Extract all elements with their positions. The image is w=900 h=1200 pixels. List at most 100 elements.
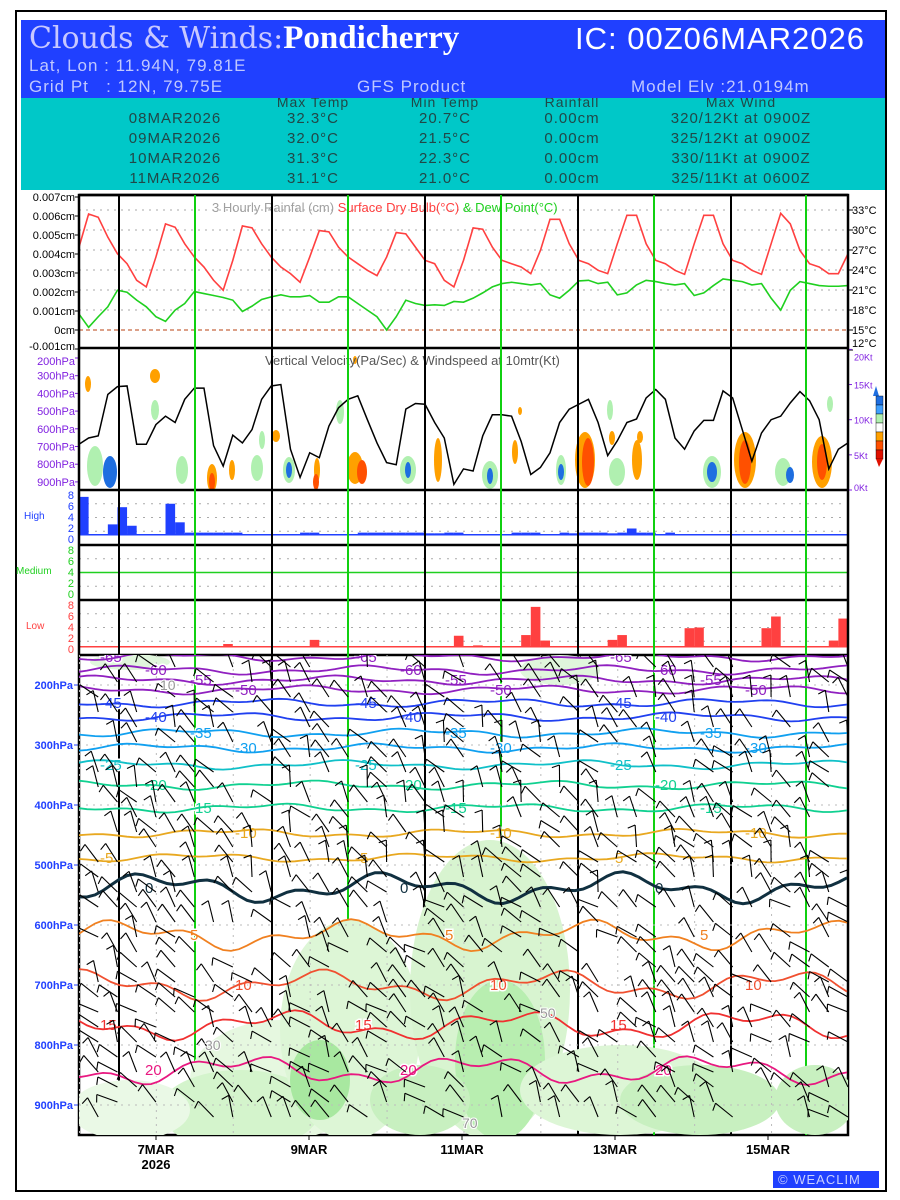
wind-barb: [559, 815, 580, 833]
wind-barb: [277, 855, 292, 878]
temperature-panel-title: 3 Hourly Rainfal (cm) Surface Dry Bulb(°…: [212, 200, 558, 215]
wind-barb: [692, 953, 714, 968]
date-tick-label: 7MAR: [138, 1142, 175, 1157]
wind-barb: [445, 963, 464, 983]
wind-barb: [716, 1022, 734, 1043]
dew-point-line-point: [164, 320, 167, 322]
wind-barb: [816, 1065, 830, 1088]
humidity-shading: [775, 1065, 848, 1135]
dry-bulb-line-point: [530, 273, 532, 275]
wind-barb: [386, 695, 407, 713]
vertical-velocity-contour: [357, 460, 367, 484]
dew-point-line-point: [664, 282, 666, 285]
pressure-tick-label: 400hPa: [34, 800, 73, 812]
vertical-velocity-contour: [786, 467, 794, 483]
cloud-bar: [175, 522, 185, 535]
wind-barb: [348, 784, 368, 803]
dew-point-line-point: [818, 284, 820, 287]
wind-barb: [428, 766, 445, 788]
pressure-tick-label: 500hPa: [34, 860, 73, 872]
wind-barb: [269, 896, 291, 908]
dew-point-line-point: [482, 292, 484, 294]
wind-barb: [826, 985, 848, 998]
wind-barb: [96, 1061, 118, 1073]
isotherm--25: [79, 759, 848, 771]
wind-barb: [752, 964, 772, 983]
wind-barb: [721, 1004, 734, 1028]
wind-barbs: [79, 655, 848, 1118]
wind-barb: [115, 789, 137, 803]
wind-barb: [770, 816, 791, 833]
wind-barb: [157, 903, 176, 923]
year-label: 2026: [142, 1157, 171, 1172]
dew-point-line-point: [751, 284, 753, 286]
wind-barb: [741, 854, 753, 878]
dew-point-line-point: [318, 301, 320, 303]
dew-point-line-point: [732, 279, 734, 281]
wind-barb: [443, 727, 464, 743]
wind-barb: [403, 943, 426, 953]
wind-barb: [474, 704, 484, 728]
wind-barb: [788, 953, 810, 968]
wind-barb: [288, 1060, 310, 1073]
wind-barb: [116, 951, 138, 968]
isotherm-label: 5: [700, 927, 708, 944]
wind-barb: [540, 655, 561, 668]
wind-barb: [427, 992, 445, 1013]
dry-bulb-line-point: [539, 249, 542, 252]
isotherm-label: -65: [355, 649, 377, 666]
isotherm-label: -60: [145, 662, 167, 679]
wind-barb: [491, 749, 503, 773]
vertical-velocity-contour: [434, 438, 442, 482]
wind-barb: [470, 765, 484, 788]
wind-barb: [134, 1018, 157, 1028]
wind-barb: [450, 1020, 465, 1043]
cloud-bar: [578, 532, 589, 535]
wind-barb: [288, 1047, 310, 1058]
wind-barb: [576, 760, 599, 773]
wind-barb: [389, 947, 407, 968]
cloud-bar: [232, 532, 243, 535]
cloud-bar: [223, 532, 233, 535]
wind-barb: [281, 764, 292, 788]
wind-barb: [696, 1007, 714, 1028]
wind-barb: [519, 863, 541, 878]
wind-barb: [505, 766, 522, 788]
wind-barb: [316, 990, 330, 1013]
wind-barb: [481, 937, 503, 953]
wind-barb: [227, 655, 234, 668]
wind-barb: [692, 832, 714, 848]
wind-barb: [560, 1084, 580, 1103]
wind-barb: [79, 1029, 99, 1043]
wind-barb: [293, 692, 311, 713]
cloud-bar: [684, 628, 695, 647]
wind-barb: [489, 765, 503, 788]
wind-barb: [103, 990, 118, 1013]
wind-barb: [221, 899, 234, 923]
windspeed-line: [78, 383, 849, 487]
humidity-shading: [160, 1070, 320, 1135]
dew-point-line-point: [395, 316, 397, 318]
pressure-tick-label: 800hPa: [37, 459, 76, 471]
wind-barb: [490, 1094, 503, 1118]
wind-barb: [508, 720, 522, 743]
wind-barb: [771, 709, 791, 728]
wind-barb: [842, 655, 848, 668]
wind-barb: [808, 862, 830, 878]
wind-barb: [314, 751, 330, 773]
wind-barb: [427, 917, 445, 938]
cloud-tick-label: 4: [68, 512, 74, 524]
vertical-velocity-contour: [353, 356, 357, 364]
wind-barb: [96, 984, 118, 998]
wind-barb: [354, 675, 368, 698]
wind-barb: [311, 813, 330, 833]
wind-barb: [581, 1037, 599, 1058]
isotherm-label: -40: [655, 709, 677, 726]
column-header: Min Temp: [410, 98, 480, 110]
wind-barb: [312, 872, 330, 893]
wind-barb: [807, 760, 830, 773]
wind-barb: [232, 876, 253, 893]
isotherm--50: [79, 684, 848, 696]
vertical-velocity-contour: [518, 407, 522, 415]
wind-barb: [673, 834, 695, 848]
